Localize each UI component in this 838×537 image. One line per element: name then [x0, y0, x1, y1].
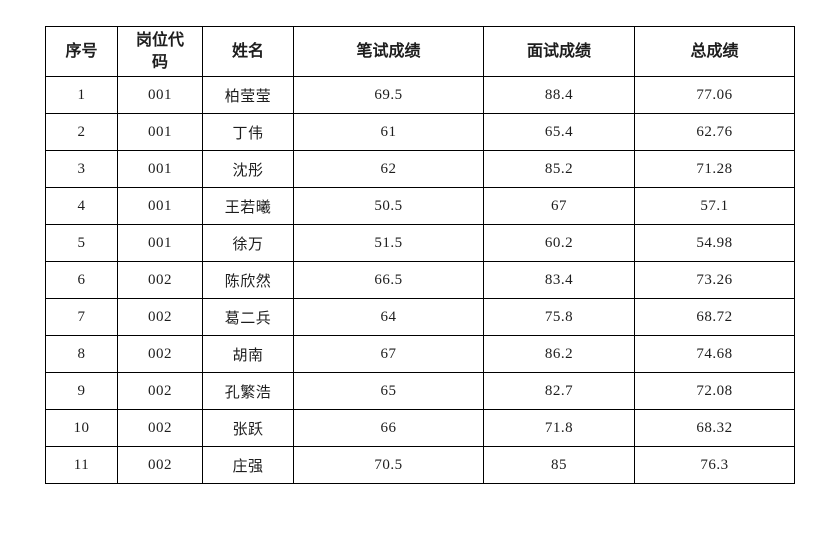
- cell-name: 庄强: [202, 446, 294, 484]
- cell-interview-score: 60.2: [483, 224, 635, 262]
- cell-interview-score: 65.4: [483, 113, 635, 151]
- cell-interview-score: 88.4: [483, 76, 635, 114]
- cell-position-code: 002: [117, 372, 203, 410]
- cell-interview-score: 85: [483, 446, 635, 484]
- cell-position-code: 001: [117, 224, 203, 262]
- cell-written-score: 64: [293, 298, 484, 336]
- cell-written-score: 50.5: [293, 187, 484, 225]
- table-row: 9 002 孔繁浩 65 82.7 72.08: [45, 372, 795, 410]
- cell-total-score: 73.26: [634, 261, 795, 299]
- cell-position-code: 002: [117, 298, 203, 336]
- cell-written-score: 65: [293, 372, 484, 410]
- cell-name: 胡南: [202, 335, 294, 373]
- cell-serial: 4: [45, 187, 118, 225]
- cell-total-score: 77.06: [634, 76, 795, 114]
- cell-name: 孔繁浩: [202, 372, 294, 410]
- cell-interview-score: 67: [483, 187, 635, 225]
- cell-written-score: 69.5: [293, 76, 484, 114]
- cell-written-score: 61: [293, 113, 484, 151]
- cell-interview-score: 71.8: [483, 409, 635, 447]
- cell-serial: 3: [45, 150, 118, 188]
- table-row: 4 001 王若曦 50.5 67 57.1: [45, 187, 795, 225]
- cell-total-score: 57.1: [634, 187, 795, 225]
- cell-position-code: 001: [117, 76, 203, 114]
- cell-name: 张跃: [202, 409, 294, 447]
- table-row: 1 001 柏莹莹 69.5 88.4 77.06: [45, 76, 795, 114]
- cell-total-score: 76.3: [634, 446, 795, 484]
- cell-total-score: 68.32: [634, 409, 795, 447]
- cell-name: 沈彤: [202, 150, 294, 188]
- header-cell-written-score: 笔试成绩: [293, 26, 484, 77]
- cell-total-score: 71.28: [634, 150, 795, 188]
- table-row: 3 001 沈彤 62 85.2 71.28: [45, 150, 795, 188]
- cell-name: 丁伟: [202, 113, 294, 151]
- score-table: 序号 岗位代码 姓名 笔试成绩 面试成绩 总成绩 1 001 柏莹莹 69.5 …: [45, 26, 795, 484]
- cell-interview-score: 85.2: [483, 150, 635, 188]
- table-row: 5 001 徐万 51.5 60.2 54.98: [45, 224, 795, 262]
- header-cell-interview-score: 面试成绩: [483, 26, 635, 77]
- cell-name: 葛二兵: [202, 298, 294, 336]
- cell-position-code: 001: [117, 187, 203, 225]
- table-row: 2 001 丁伟 61 65.4 62.76: [45, 113, 795, 151]
- header-row: 序号 岗位代码 姓名 笔试成绩 面试成绩 总成绩: [45, 26, 795, 77]
- cell-total-score: 72.08: [634, 372, 795, 410]
- header-cell-name: 姓名: [202, 26, 294, 77]
- cell-serial: 11: [45, 446, 118, 484]
- cell-serial: 1: [45, 76, 118, 114]
- table-row: 11 002 庄强 70.5 85 76.3: [45, 446, 795, 484]
- header-cell-total-score: 总成绩: [634, 26, 795, 77]
- cell-name: 陈欣然: [202, 261, 294, 299]
- cell-serial: 9: [45, 372, 118, 410]
- cell-name: 王若曦: [202, 187, 294, 225]
- cell-serial: 6: [45, 261, 118, 299]
- table-row: 8 002 胡南 67 86.2 74.68: [45, 335, 795, 373]
- cell-written-score: 62: [293, 150, 484, 188]
- cell-position-code: 002: [117, 335, 203, 373]
- cell-written-score: 51.5: [293, 224, 484, 262]
- cell-interview-score: 83.4: [483, 261, 635, 299]
- cell-name: 柏莹莹: [202, 76, 294, 114]
- cell-serial: 8: [45, 335, 118, 373]
- cell-position-code: 002: [117, 261, 203, 299]
- header-cell-serial: 序号: [45, 26, 118, 77]
- cell-interview-score: 82.7: [483, 372, 635, 410]
- cell-written-score: 66: [293, 409, 484, 447]
- cell-serial: 10: [45, 409, 118, 447]
- cell-serial: 2: [45, 113, 118, 151]
- cell-position-code: 002: [117, 446, 203, 484]
- table-row: 10 002 张跃 66 71.8 68.32: [45, 409, 795, 447]
- cell-total-score: 74.68: [634, 335, 795, 373]
- cell-written-score: 70.5: [293, 446, 484, 484]
- cell-serial: 7: [45, 298, 118, 336]
- cell-written-score: 66.5: [293, 261, 484, 299]
- cell-interview-score: 75.8: [483, 298, 635, 336]
- cell-total-score: 68.72: [634, 298, 795, 336]
- cell-total-score: 62.76: [634, 113, 795, 151]
- table-row: 6 002 陈欣然 66.5 83.4 73.26: [45, 261, 795, 299]
- cell-written-score: 67: [293, 335, 484, 373]
- cell-serial: 5: [45, 224, 118, 262]
- score-table-body: 1 001 柏莹莹 69.5 88.4 77.06 2 001 丁伟 61 65…: [45, 76, 795, 484]
- cell-interview-score: 86.2: [483, 335, 635, 373]
- cell-position-code: 001: [117, 150, 203, 188]
- table-row: 7 002 葛二兵 64 75.8 68.72: [45, 298, 795, 336]
- cell-position-code: 002: [117, 409, 203, 447]
- header-cell-position-code: 岗位代码: [117, 26, 203, 77]
- cell-total-score: 54.98: [634, 224, 795, 262]
- cell-position-code: 001: [117, 113, 203, 151]
- cell-name: 徐万: [202, 224, 294, 262]
